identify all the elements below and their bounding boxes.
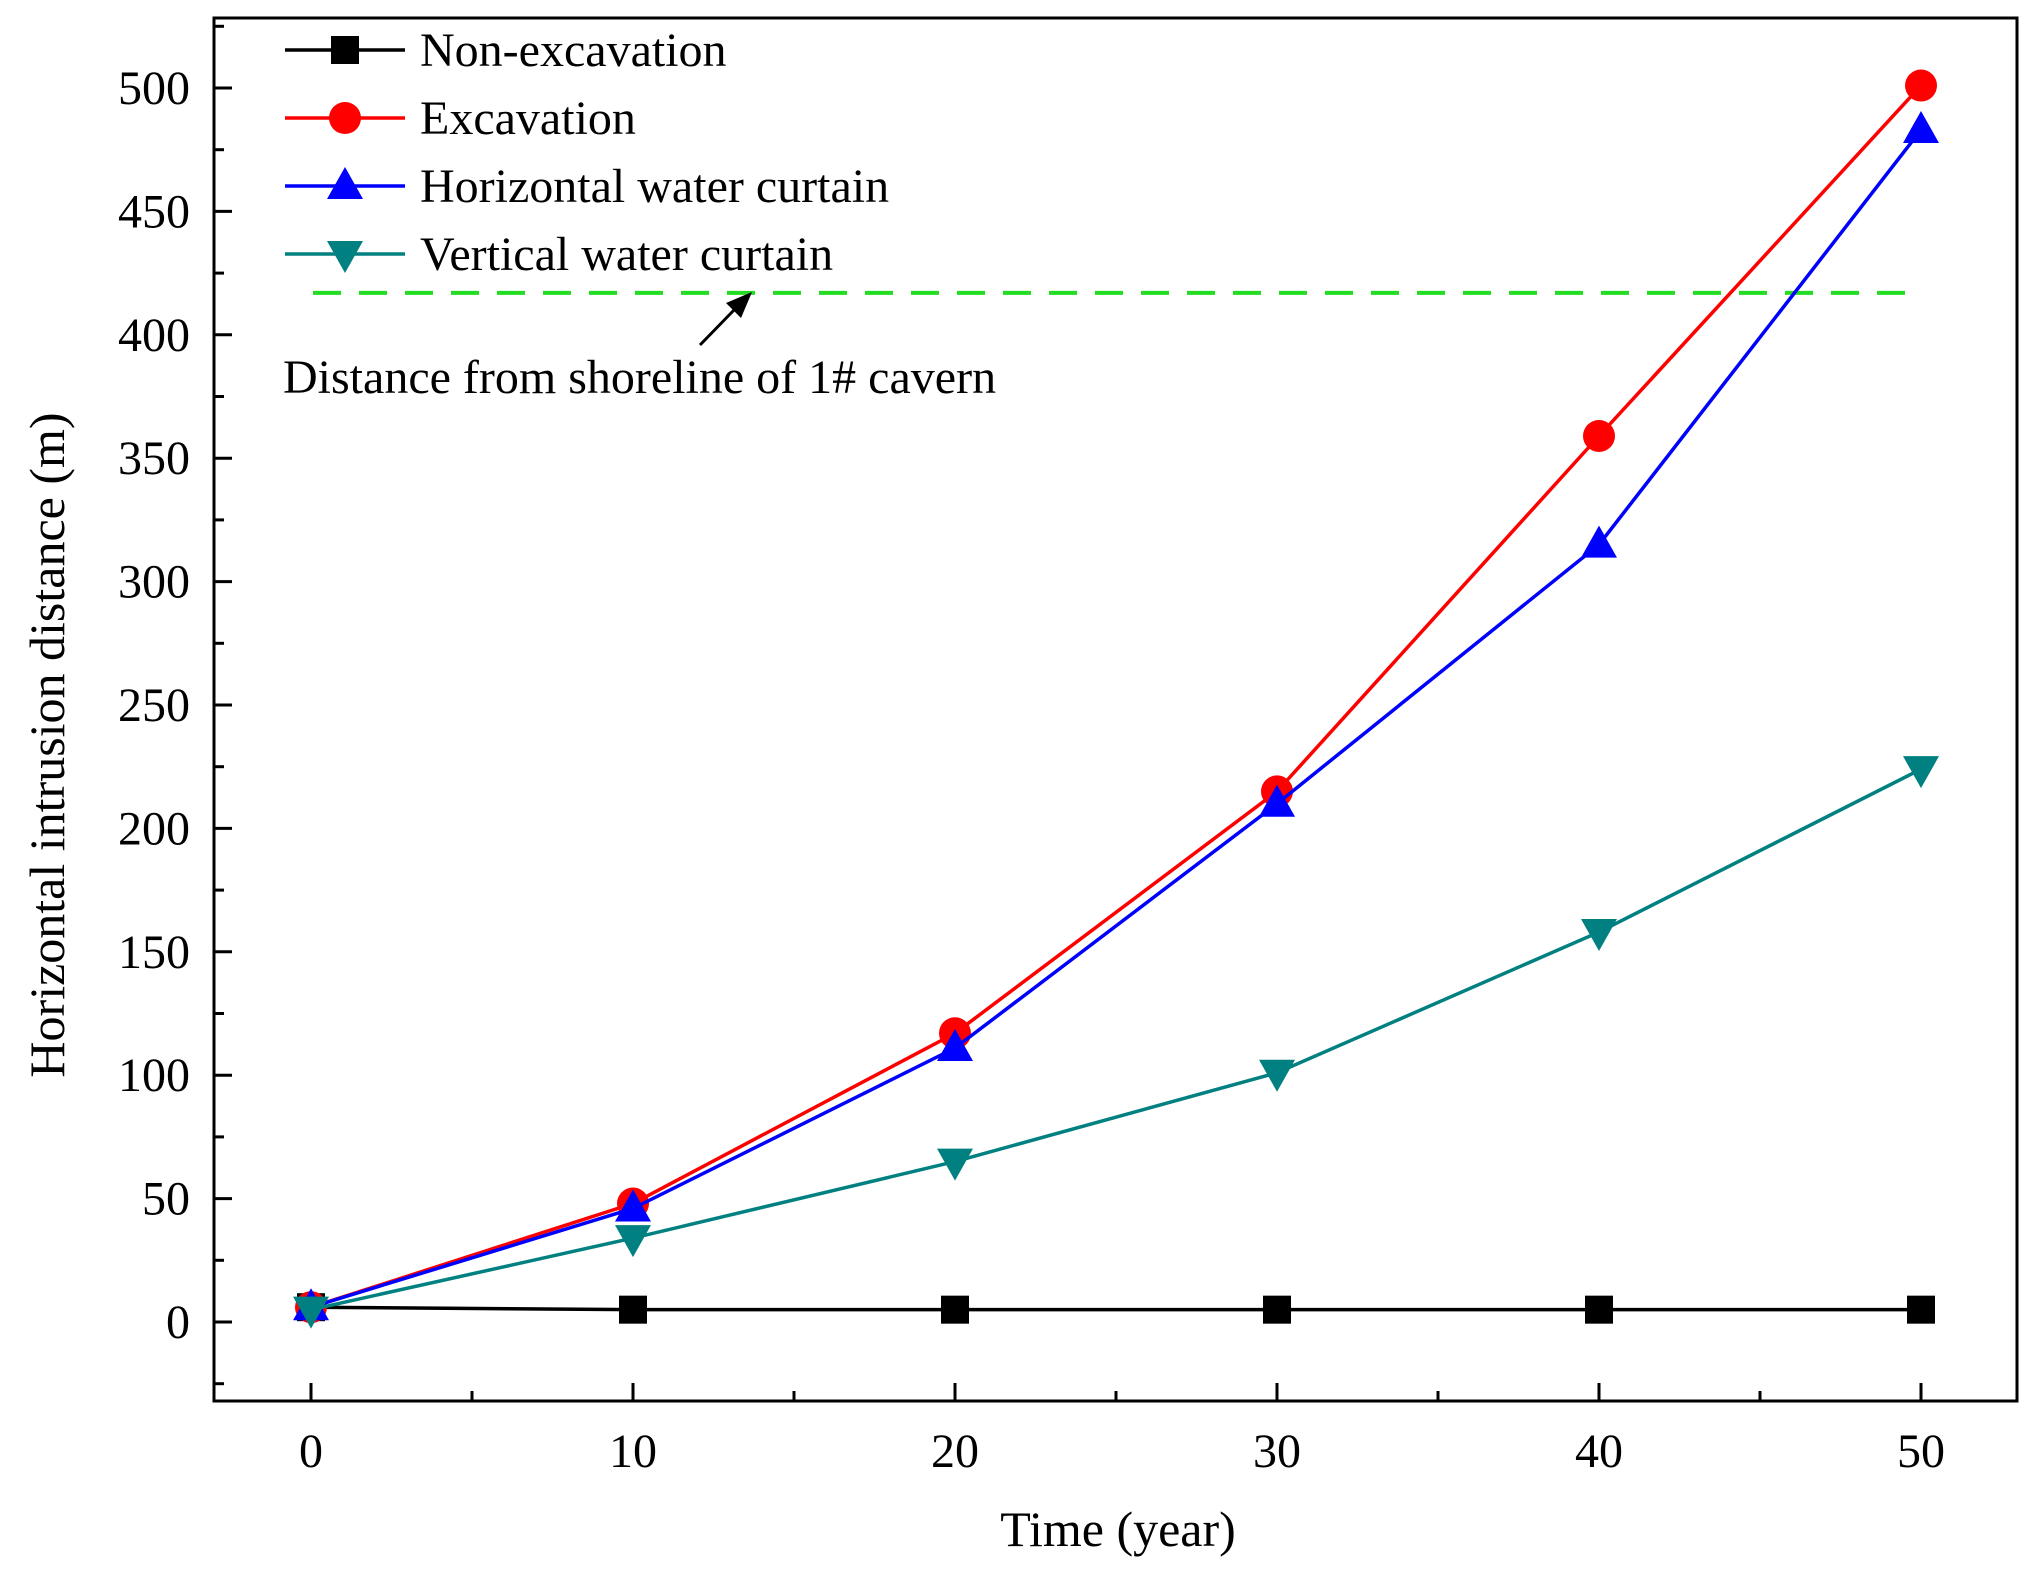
series-vertical-water-curtain — [293, 756, 1939, 1329]
annotation-arrow-head — [726, 292, 752, 318]
data-point — [1903, 110, 1939, 143]
axis-ticks: 0 10 20 30 40 5005010015020025030035040045050… — [118, 24, 1945, 1478]
data-point — [1259, 1059, 1295, 1092]
y-tick-label: 0 — [166, 1296, 190, 1349]
legend-label: Vertical water curtain — [420, 228, 833, 281]
y-axis-title: Horizontal intrusion distance (m) — [19, 412, 75, 1077]
legend-marker — [329, 102, 361, 134]
annotation: Distance from shoreline of 1# cavern — [283, 292, 996, 404]
x-tick-label: 30 — [1253, 1425, 1301, 1478]
x-tick-label: 10 — [609, 1425, 657, 1478]
legend-item: Horizontal water curtain — [285, 160, 889, 213]
series-line — [310, 767, 1922, 1312]
series-line — [310, 128, 1923, 1309]
series-line — [310, 1305, 1921, 1312]
y-tick-label: 350 — [118, 432, 190, 485]
data-point — [941, 1295, 969, 1324]
data-point — [1905, 69, 1937, 102]
y-tick-label: 300 — [118, 556, 190, 609]
data-point — [615, 1225, 651, 1258]
data-point — [1263, 1295, 1291, 1324]
series-line — [310, 84, 1923, 1309]
data-point — [1903, 756, 1939, 789]
legend-item: Non-excavation — [285, 24, 727, 77]
x-tick-label: 40 — [1575, 1425, 1623, 1478]
legend-marker — [327, 167, 363, 199]
plot-frame — [212, 16, 2019, 1403]
annotation-text: Distance from shoreline of 1# cavern — [283, 351, 996, 404]
legend-marker — [327, 241, 363, 273]
y-tick-label: 100 — [118, 1049, 190, 1102]
x-tick-label: 0 — [299, 1425, 323, 1478]
data-point — [1581, 525, 1617, 558]
data-point — [1585, 1295, 1613, 1324]
data-point — [937, 1029, 973, 1062]
series-group — [293, 69, 1939, 1329]
y-tick-label: 450 — [118, 185, 190, 238]
legend-label: Non-excavation — [420, 24, 727, 77]
y-tick-label: 400 — [118, 309, 190, 362]
y-tick-label: 200 — [118, 802, 190, 855]
x-axis-title: Time (year) — [1000, 1501, 1236, 1557]
data-point — [1583, 419, 1615, 452]
y-tick-label: 500 — [118, 62, 190, 115]
y-tick-label: 50 — [142, 1173, 190, 1226]
data-point — [1581, 919, 1617, 952]
legend-item: Excavation — [285, 92, 636, 145]
data-point — [619, 1295, 647, 1324]
data-point — [615, 1189, 651, 1222]
data-point — [937, 1148, 973, 1181]
legend-label: Horizontal water curtain — [420, 160, 889, 213]
y-tick-label: 150 — [118, 926, 190, 979]
x-tick-label: 20 — [931, 1425, 979, 1478]
data-point — [1259, 784, 1295, 817]
legend-item: Vertical water curtain — [285, 228, 833, 281]
legend-marker — [331, 36, 359, 64]
legend: Non-excavation Excavation Horizontal water… — [285, 24, 889, 281]
x-tick-label: 50 — [1897, 1425, 1945, 1478]
y-tick-label: 250 — [118, 679, 190, 732]
series-non-excavation — [297, 1293, 1935, 1324]
annotation-arrow-shaft — [698, 307, 737, 347]
legend-label: Excavation — [420, 92, 636, 145]
data-point — [293, 1296, 329, 1329]
data-point — [1907, 1295, 1935, 1324]
